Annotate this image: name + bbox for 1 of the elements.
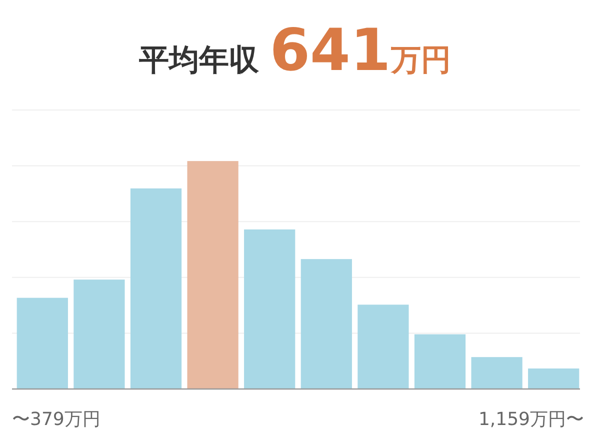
title: 平均年収 641万円 [139,16,451,84]
